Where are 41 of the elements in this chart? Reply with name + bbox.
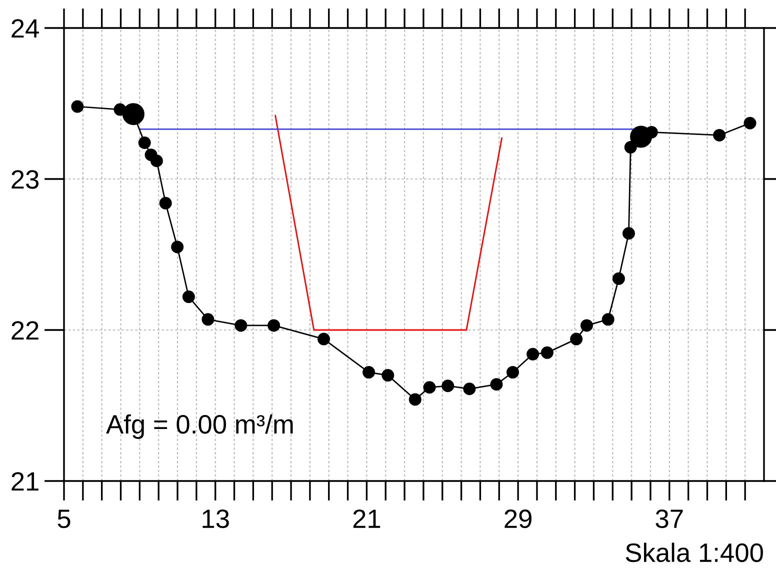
point — [580, 319, 593, 332]
point — [622, 227, 635, 240]
point — [570, 332, 583, 346]
text: Skala 1:400 — [626, 542, 763, 562]
point — [526, 348, 540, 360]
point — [423, 381, 436, 394]
point — [630, 126, 652, 148]
point — [138, 136, 151, 150]
point — [182, 290, 195, 304]
point — [150, 154, 163, 168]
point — [268, 319, 280, 332]
point — [382, 369, 394, 382]
y-tick-label: 24 — [12, 19, 39, 38]
point — [122, 103, 144, 126]
x-tick-label: 21 — [353, 509, 380, 528]
point — [234, 319, 248, 332]
point — [744, 116, 756, 130]
point — [159, 196, 172, 210]
annotation: Afg = 0.00 m³/m — [106, 414, 293, 439]
point — [442, 380, 454, 392]
y-tick-label: 23 — [12, 170, 39, 189]
point — [540, 346, 554, 359]
point — [713, 128, 726, 142]
x-tick-label: 29 — [504, 509, 532, 528]
point — [202, 313, 214, 326]
point — [463, 382, 476, 396]
y-tick-label: 21 — [12, 472, 38, 491]
point — [490, 378, 503, 391]
point — [506, 366, 520, 379]
point — [71, 100, 84, 113]
y-tick-label: 22 — [12, 321, 38, 340]
x-tick-label: 13 — [202, 509, 229, 528]
point — [408, 393, 422, 406]
point — [602, 313, 614, 326]
point — [612, 272, 625, 285]
x-tick-label: 37 — [656, 509, 683, 528]
x-tick-label: 5 — [58, 510, 70, 528]
point — [171, 240, 184, 254]
point — [318, 332, 330, 346]
point — [624, 141, 637, 154]
point — [362, 366, 376, 379]
